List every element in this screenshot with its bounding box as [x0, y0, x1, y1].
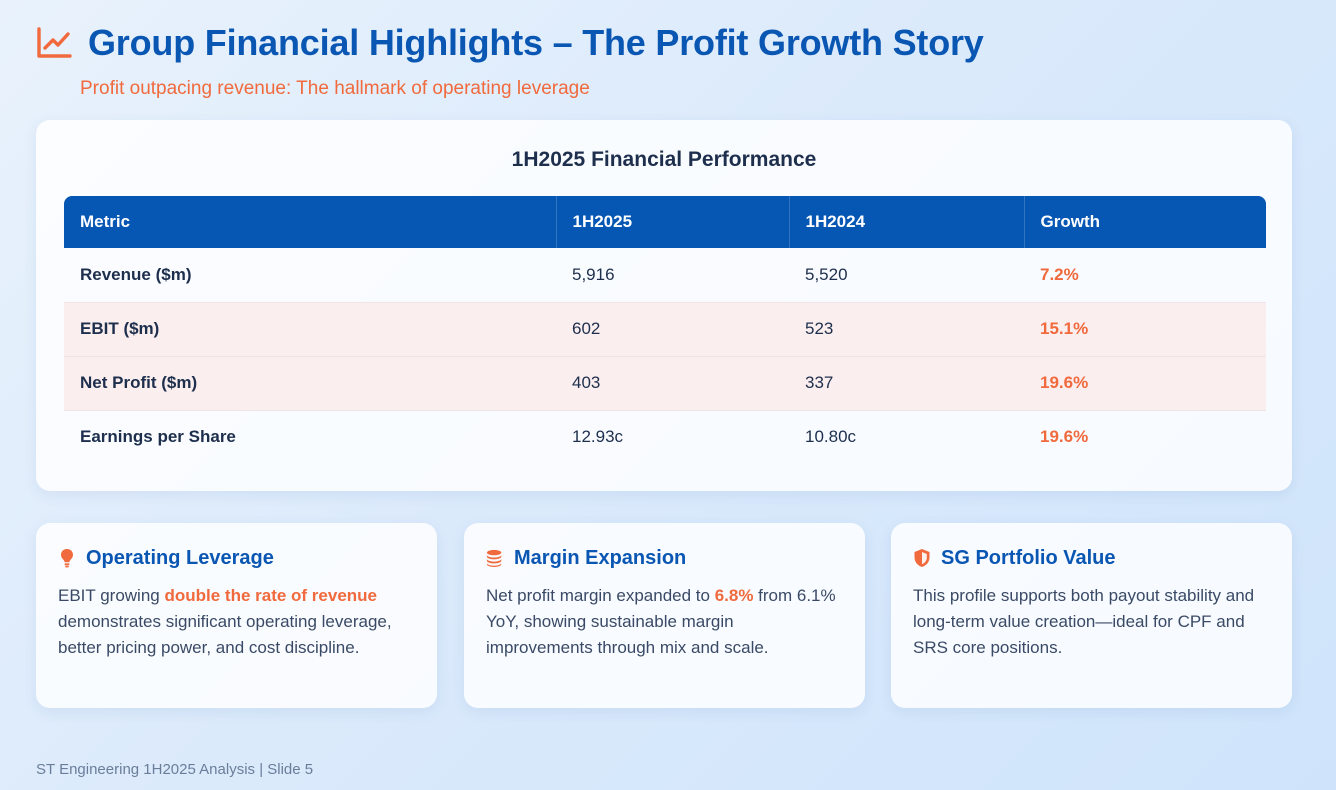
- coins-icon: [486, 548, 504, 568]
- card-body-text: demonstrates significant operating lever…: [58, 612, 392, 657]
- metric-cell: Net Profit ($m): [64, 356, 556, 411]
- card-body-highlight: double the rate of revenue: [164, 586, 378, 605]
- operating-leverage-card: Operating Leverage EBIT growing double t…: [36, 523, 437, 708]
- value-1h2024-cell: 10.80c: [805, 427, 857, 447]
- financial-table: Metric 1H2025 1H2024 Growth Revenue ($m)…: [64, 196, 1266, 464]
- margin-expansion-card: Margin Expansion Net profit margin expan…: [464, 523, 865, 708]
- growth-cell: 7.2%: [1024, 248, 1266, 303]
- line-chart-icon: [36, 25, 72, 61]
- card-body-text: from 6.1% YoY, showing sustainable margi…: [486, 586, 836, 657]
- card-title: Operating Leverage: [86, 546, 274, 569]
- value-1h2024-cell: 337: [789, 356, 1024, 411]
- card-body: EBIT growing double the rate of revenue …: [58, 583, 415, 661]
- growth-cell: 15.1%: [1024, 302, 1266, 357]
- card-body: Net profit margin expanded to 6.8% from …: [486, 583, 843, 661]
- sg-portfolio-value-card: SG Portfolio Value This profile supports…: [891, 523, 1292, 708]
- card-body-text: This profile supports both payout stabil…: [913, 586, 1255, 657]
- financial-table-card: 1H2025 Financial Performance Metric 1H20…: [36, 120, 1292, 491]
- value-1h2025-cell: 5,916: [556, 248, 789, 303]
- page-title: Group Financial Highlights – The Profit …: [88, 22, 984, 63]
- page-subtitle: Profit outpacing revenue: The hallmark o…: [80, 78, 590, 99]
- table-row: Revenue ($m) 5,916 5,520 7.2%: [64, 248, 1266, 303]
- table-row: Net Profit ($m) 403 337 19.6%: [64, 356, 1266, 411]
- value-1h2025-cell: 12.93c: [572, 427, 624, 447]
- card-body-text: Net profit margin expanded to: [486, 586, 715, 605]
- card-title: SG Portfolio Value: [941, 546, 1116, 569]
- card-header: Margin Expansion: [486, 545, 843, 571]
- footer: ST Engineering 1H2025 Analysis | Slide 5: [36, 761, 314, 778]
- value-1h2025-cell: 403: [556, 356, 789, 411]
- card-title: Margin Expansion: [514, 546, 687, 569]
- table-title: 1H2025 Financial Performance: [511, 148, 817, 171]
- column-header-1h2025: 1H2025: [556, 196, 790, 248]
- column-header-metric: Metric: [64, 196, 557, 248]
- card-body-highlight: 6.8%: [714, 586, 754, 605]
- card-body-text: EBIT growing: [58, 586, 165, 605]
- card-header: SG Portfolio Value: [913, 545, 1270, 571]
- lightbulb-icon: [58, 548, 76, 568]
- table-row: EBIT ($m) 602 523 15.1%: [64, 302, 1266, 357]
- card-body: This profile supports both payout stabil…: [913, 583, 1270, 661]
- growth-cell: 19.6%: [1040, 427, 1089, 447]
- metric-cell: EBIT ($m): [64, 302, 556, 357]
- value-1h2025-cell: 602: [556, 302, 789, 357]
- table-row: Earnings per Share 12.93c 10.80c 19.6%: [64, 410, 1266, 464]
- growth-cell: 19.6%: [1024, 356, 1266, 411]
- column-header-growth: Growth: [1040, 212, 1101, 231]
- table-header-row: Metric 1H2025 1H2024 Growth: [64, 196, 1266, 248]
- column-header-1h2024: 1H2024: [789, 196, 1025, 248]
- title-row: Group Financial Highlights – The Profit …: [36, 22, 984, 64]
- header: Group Financial Highlights – The Profit …: [36, 22, 984, 100]
- metric-cell: Earnings per Share: [80, 427, 236, 447]
- value-1h2024-cell: 523: [789, 302, 1024, 357]
- metric-cell: Revenue ($m): [64, 248, 556, 303]
- value-1h2024-cell: 5,520: [789, 248, 1024, 303]
- shield-icon: [913, 548, 931, 568]
- card-header: Operating Leverage: [58, 545, 415, 571]
